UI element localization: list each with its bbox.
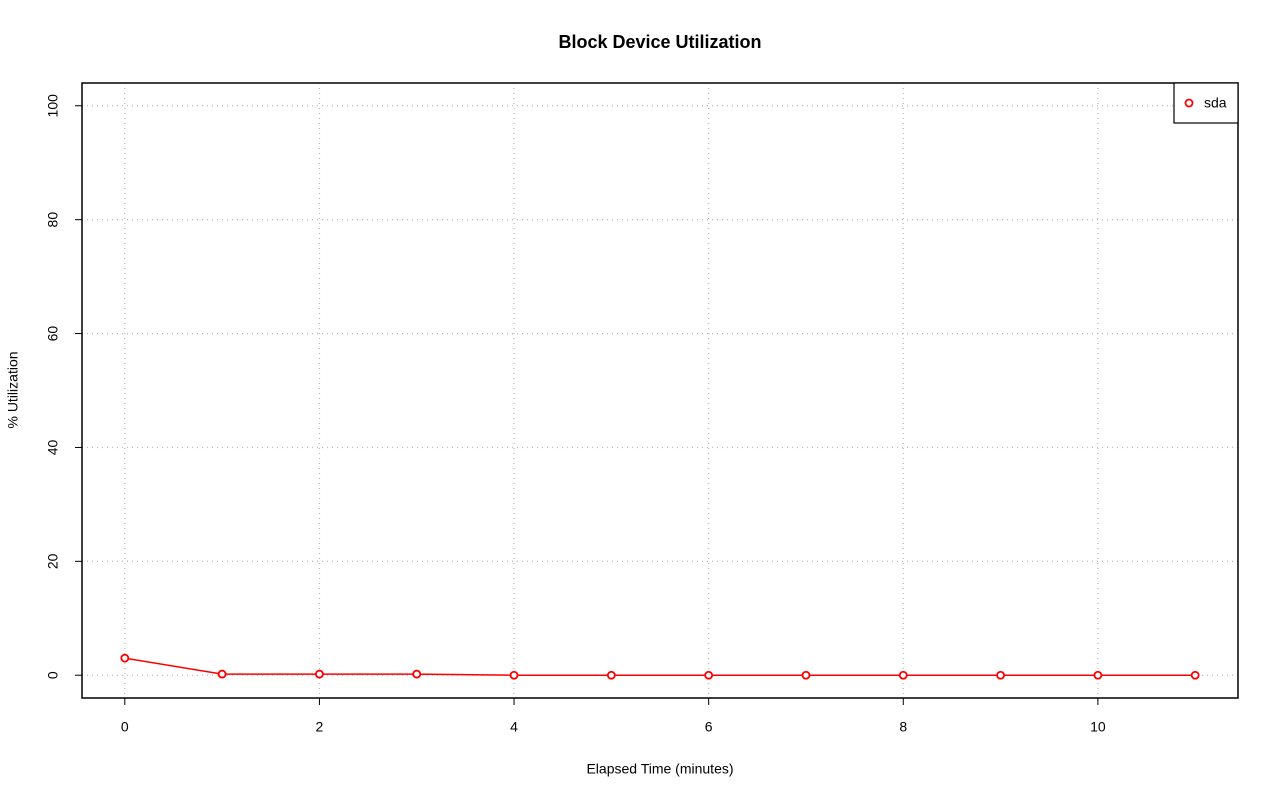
legend-label: sda	[1204, 95, 1227, 111]
data-point	[996, 670, 1005, 680]
y-tick-label: 80	[45, 212, 61, 228]
x-tick-label: 2	[316, 719, 324, 735]
data-point	[1093, 670, 1103, 680]
x-tick-label: 8	[899, 719, 907, 735]
data-point	[509, 670, 519, 680]
plot-frame	[81, 82, 1239, 699]
data-point	[801, 670, 811, 680]
x-tick-label: 6	[705, 719, 713, 735]
y-tick-label: 100	[45, 94, 61, 118]
y-tick-label: 0	[45, 671, 61, 679]
data-point	[704, 670, 714, 680]
y-tick-label: 20	[45, 553, 61, 569]
data-point	[217, 669, 227, 679]
x-tick-label: 10	[1090, 719, 1106, 735]
y-tick-label: 40	[45, 439, 61, 455]
x-tick-label: 0	[121, 719, 129, 735]
x-tick-label: 4	[510, 719, 518, 735]
y-axis-label: % Utilization	[5, 351, 21, 428]
chart-title: Block Device Utilization	[558, 32, 761, 52]
series-line	[124, 657, 1196, 676]
data-point	[898, 670, 908, 680]
data-point	[1190, 670, 1200, 680]
data-point	[412, 669, 422, 679]
data-point	[315, 669, 324, 679]
data-point	[606, 670, 616, 680]
x-axis-label: Elapsed Time (minutes)	[586, 761, 733, 777]
legend-marker	[1184, 98, 1194, 108]
y-tick-label: 60	[45, 326, 61, 342]
data-point	[120, 653, 130, 663]
